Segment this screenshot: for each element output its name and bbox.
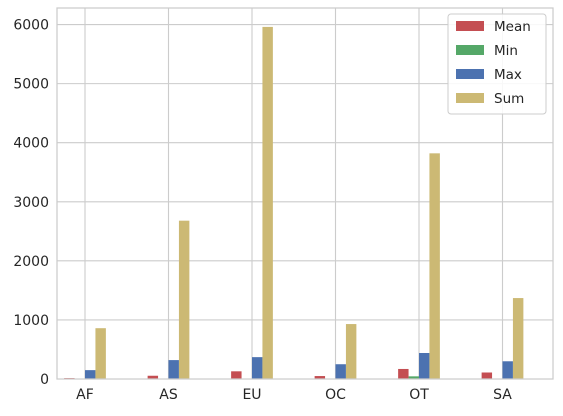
bar-max-ot [419, 353, 430, 379]
bar-mean-ot [398, 368, 409, 379]
y-tick-labels: 0 1000 2000 3000 4000 5000 6000 [13, 18, 49, 388]
legend-swatch-min [456, 45, 484, 55]
legend: Mean Min Max Sum [447, 13, 547, 115]
legend-swatch-sum [456, 93, 484, 103]
legend-swatch-mean [456, 21, 484, 31]
bar-sum-oc [345, 324, 357, 379]
x-tick-label: AF [76, 387, 94, 403]
y-tick-label: 2000 [13, 254, 49, 270]
bar-mean-sa [481, 372, 493, 379]
bar-sum-as [178, 220, 190, 379]
y-tick-label: 5000 [13, 77, 49, 93]
bar-sum-sa [512, 298, 524, 379]
x-tick-labels: AF AS EU OC OT SA [76, 387, 512, 403]
x-tick-label: EU [242, 387, 261, 403]
bar-sum-af [95, 328, 106, 379]
bar-mean-as [147, 375, 159, 379]
legend-swatch-max [456, 69, 484, 79]
bar-max-as [168, 360, 179, 379]
legend-label-min: Min [494, 43, 518, 59]
y-tick-label: 0 [40, 372, 49, 388]
x-tick-label: OT [409, 387, 429, 403]
bars [64, 26, 524, 380]
x-tick-label: SA [493, 387, 512, 403]
bar-max-af [85, 370, 96, 379]
bar-sum-ot [429, 153, 440, 379]
bar-sum-eu [262, 26, 273, 380]
y-tick-label: 6000 [13, 18, 49, 34]
bar-max-sa [502, 361, 513, 379]
bar-mean-eu [231, 371, 242, 379]
grid-lines [57, 8, 553, 380]
y-tick-label: 1000 [13, 313, 49, 329]
y-tick-label: 3000 [13, 195, 49, 211]
legend-label-max: Max [494, 67, 522, 83]
bar-max-oc [335, 364, 346, 379]
legend-label-sum: Sum [494, 91, 524, 107]
x-tick-label: AS [159, 387, 178, 403]
bar-min-ot [408, 376, 419, 379]
bar-max-eu [252, 357, 263, 379]
y-tick-label: 4000 [13, 136, 49, 152]
legend-label-mean: Mean [494, 19, 531, 35]
bar-mean-oc [314, 376, 326, 379]
legend-box [447, 13, 547, 115]
x-tick-label: OC [325, 387, 346, 403]
plot-frame [56, 7, 554, 380]
